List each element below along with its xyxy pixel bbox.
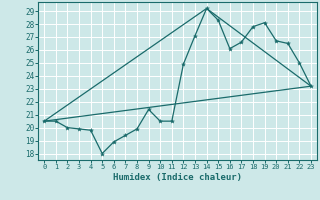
X-axis label: Humidex (Indice chaleur): Humidex (Indice chaleur) [113,173,242,182]
